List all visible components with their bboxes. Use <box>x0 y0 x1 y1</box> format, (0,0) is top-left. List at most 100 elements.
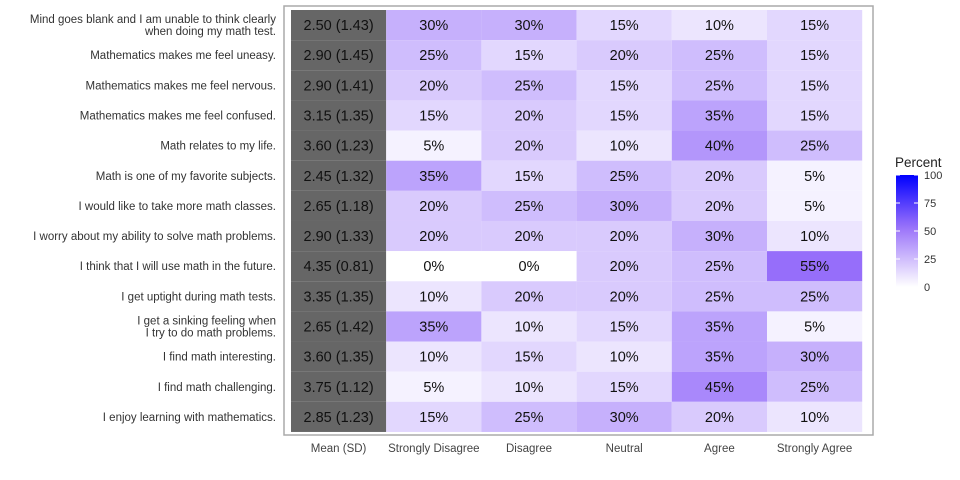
legend-tick-label: 25 <box>924 254 936 266</box>
mean-cell <box>291 10 387 41</box>
heatmap-cell <box>386 100 482 131</box>
heatmap-cell <box>576 70 672 101</box>
heatmap-cell <box>767 10 863 41</box>
mean-sd-label: 2.90 (1.41) <box>304 78 374 94</box>
cell-value-label: 10% <box>514 319 543 335</box>
mean-sd-label: 2.65 (1.42) <box>304 319 374 335</box>
mean-cell <box>291 40 387 71</box>
cell-value-label: 5% <box>423 139 444 155</box>
cell-value-label: 10% <box>610 350 639 366</box>
cell-value-label: 30% <box>800 350 829 366</box>
cell-value-label: 25% <box>419 48 448 64</box>
row-label: Mind goes blank and I am unable to think… <box>30 14 276 38</box>
cell-value-label: 15% <box>514 48 543 64</box>
cell-value-label: 25% <box>610 169 639 185</box>
mean-cell <box>291 220 387 252</box>
heatmap-cell <box>576 281 672 312</box>
cell-value-label: 15% <box>610 108 639 124</box>
legend: Percent 0 25 50 75 100 <box>895 155 942 294</box>
heatmap-cell <box>576 220 672 252</box>
heatmap-cell <box>576 10 672 41</box>
heatmap-cell <box>481 311 577 342</box>
heatmap-cell <box>481 10 577 41</box>
heatmap-cell <box>386 160 482 191</box>
mean-sd-label: 3.60 (1.35) <box>304 350 374 366</box>
cell-value-label: 5% <box>423 380 444 396</box>
column-label: Mean (SD) <box>311 443 367 455</box>
heatmap-cell <box>386 40 482 71</box>
cell-value-label: 20% <box>705 199 734 215</box>
heatmap-panel: 2.50 (1.43) 30% 30% 15% 10% 15% 2.90 (1.45) 25%… <box>283 5 874 436</box>
heatmap-cell <box>576 100 672 131</box>
heatmap-cell <box>767 341 863 372</box>
heatmap-cell <box>671 100 767 131</box>
row-label: Mathematics makes me feel uneasy. <box>90 50 276 62</box>
mean-cell <box>291 251 387 282</box>
heatmap-cell <box>767 160 863 191</box>
cell-value-label: 15% <box>800 48 829 64</box>
legend-tick-label: 75 <box>924 198 936 210</box>
heatmap-cell <box>576 371 672 402</box>
heatmap-cell <box>767 190 863 221</box>
row-label: I enjoy learning with mathematics. <box>103 412 276 424</box>
cell-value-label: 15% <box>610 380 639 396</box>
heatmap-cell <box>481 401 577 432</box>
cell-value-label: 0% <box>423 259 444 275</box>
row-label: Mathematics makes me feel confused. <box>80 110 276 122</box>
mean-cell <box>291 371 387 402</box>
row-label: I get uptight during math tests. <box>121 291 276 303</box>
heatmap-cell <box>671 251 767 282</box>
heatmap-cell <box>671 401 767 432</box>
cell-value-label: 20% <box>514 289 543 305</box>
cell-value-label: 30% <box>610 410 639 426</box>
heatmap-cell <box>481 281 577 312</box>
panel-border <box>283 5 874 436</box>
column-label: Disagree <box>506 443 552 455</box>
mean-sd-label: 2.45 (1.32) <box>304 169 374 185</box>
cell-value-label: 15% <box>800 108 829 124</box>
heatmap-cell <box>767 100 863 131</box>
cell-value-label: 10% <box>705 18 734 34</box>
cell-value-label: 20% <box>514 108 543 124</box>
legend-tick-label: 100 <box>924 170 942 182</box>
cell-value-label: 25% <box>514 199 543 215</box>
row-label: I think that I will use math in the futu… <box>80 261 276 273</box>
column-label: Strongly Disagree <box>388 443 479 455</box>
heatmap-cell <box>576 311 672 342</box>
heatmap-cell <box>767 40 863 71</box>
cell-value-label: 25% <box>705 259 734 275</box>
heatmap-cell <box>386 220 482 252</box>
cell-value-label: 25% <box>800 139 829 155</box>
cell-value-label: 15% <box>800 18 829 34</box>
heatmap-cell <box>481 100 577 131</box>
legend-color-bar <box>896 175 918 287</box>
heatmap-cell <box>671 220 767 252</box>
heatmap-cell <box>576 341 672 372</box>
cell-value-label: 20% <box>610 259 639 275</box>
cell-value-label: 35% <box>705 350 734 366</box>
cell-value-label: 15% <box>800 78 829 94</box>
legend-title: Percent <box>895 155 942 170</box>
heatmap-cell <box>481 40 577 71</box>
heatmap-cell <box>671 311 767 342</box>
heatmap-cell <box>671 190 767 221</box>
heatmap-cell <box>671 160 767 191</box>
cell-value-label: 20% <box>705 410 734 426</box>
row-label: Mathematics makes me feel nervous. <box>86 80 276 92</box>
cell-value-label: 45% <box>705 380 734 396</box>
heatmap-cell <box>481 130 577 161</box>
cell-value-label: 15% <box>514 350 543 366</box>
cell-value-label: 15% <box>514 169 543 185</box>
heatmap-cell <box>767 401 863 432</box>
mean-cell <box>291 281 387 312</box>
heatmap-cell <box>671 281 767 312</box>
cell-value-label: 35% <box>419 169 448 185</box>
heatmap-cell <box>767 371 863 402</box>
cell-value-label: 0% <box>519 259 540 275</box>
row-label: I find math challenging. <box>158 382 276 394</box>
heatmap-cell <box>386 341 482 372</box>
cell-value-label: 20% <box>514 229 543 245</box>
cell-value-label: 30% <box>705 229 734 245</box>
legend-tick-label: 0 <box>924 282 930 294</box>
